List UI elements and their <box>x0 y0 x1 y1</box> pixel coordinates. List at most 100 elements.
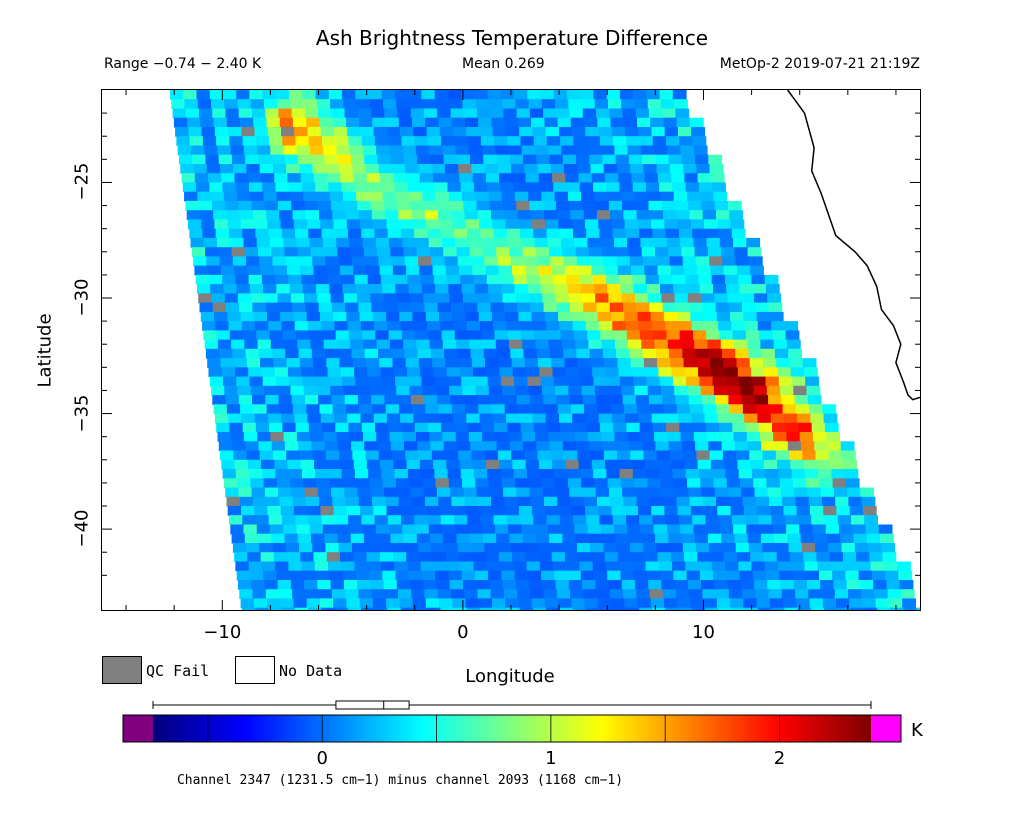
colorbar-gradient-step <box>807 715 812 742</box>
data-pixel <box>182 182 197 193</box>
data-pixel <box>278 200 292 211</box>
data-pixel <box>606 469 621 479</box>
data-pixel <box>441 330 456 341</box>
data-pixel <box>291 108 306 119</box>
data-pixel <box>389 145 404 156</box>
data-pixel <box>456 339 470 350</box>
data-pixel <box>562 154 577 165</box>
data-pixel <box>297 247 312 257</box>
colorbar-border <box>122 714 902 743</box>
data-pixel <box>293 219 308 230</box>
data-pixel <box>537 450 552 461</box>
data-pixel <box>307 413 322 424</box>
colorbar-gradient-step <box>727 715 732 742</box>
data-pixel <box>451 117 466 128</box>
data-pixel <box>695 154 709 165</box>
data-pixel <box>825 524 840 535</box>
colorbar-gradient-step <box>735 715 740 742</box>
data-pixel <box>586 136 601 146</box>
data-pixel <box>619 274 633 285</box>
data-pixel <box>462 99 477 109</box>
data-pixel <box>677 219 692 230</box>
data-pixel <box>657 265 672 276</box>
data-pixel <box>461 570 476 581</box>
data-pixel <box>214 219 229 230</box>
data-pixel <box>501 570 516 581</box>
data-pixel <box>726 284 740 294</box>
data-pixel <box>596 395 610 405</box>
data-pixel <box>599 136 614 146</box>
data-pixel <box>308 515 323 525</box>
data-pixel <box>597 404 612 415</box>
data-pixel <box>713 191 728 202</box>
data-pixel <box>682 543 697 553</box>
data-pixel <box>440 607 455 610</box>
data-pixel <box>523 348 538 359</box>
data-pixel <box>384 589 399 599</box>
data-pixel <box>734 247 749 257</box>
data-pixel <box>538 358 552 368</box>
data-pixel <box>267 506 282 516</box>
data-pixel <box>390 247 405 257</box>
data-pixel <box>786 432 801 442</box>
data-pixel <box>554 191 569 202</box>
data-pixel <box>561 524 575 535</box>
data-pixel <box>611 219 626 230</box>
data-pixel <box>333 506 348 516</box>
data-pixel <box>719 524 734 535</box>
data-pixel <box>351 348 366 359</box>
qc-fail-pixel <box>661 293 676 304</box>
data-pixel <box>673 570 688 581</box>
data-pixel <box>404 441 418 452</box>
data-pixel <box>342 191 357 202</box>
data-pixel <box>751 469 766 479</box>
data-pixel <box>401 228 415 239</box>
data-pixel <box>327 173 341 183</box>
data-pixel <box>237 191 251 202</box>
data-pixel <box>283 237 297 248</box>
data-pixel <box>570 302 584 313</box>
data-pixel <box>732 330 747 341</box>
data-pixel <box>512 552 526 562</box>
data-pixel <box>491 311 506 322</box>
data-pixel <box>577 450 592 461</box>
data-pixel <box>292 210 307 220</box>
data-pixel <box>656 164 671 174</box>
data-pixel <box>578 459 593 470</box>
data-pixel <box>413 321 428 331</box>
data-pixel <box>346 506 361 516</box>
data-pixel <box>533 228 548 239</box>
data-pixel <box>253 598 268 609</box>
data-pixel <box>694 247 709 257</box>
data-pixel <box>404 256 419 267</box>
data-pixel <box>836 506 851 516</box>
data-pixel <box>199 210 214 220</box>
data-pixel <box>579 274 594 285</box>
data-pixel <box>652 607 666 610</box>
data-pixel <box>837 515 852 525</box>
data-pixel <box>581 99 596 109</box>
data-pixel <box>343 293 358 304</box>
data-pixel <box>573 136 588 146</box>
data-pixel <box>491 496 505 507</box>
data-pixel <box>361 515 376 525</box>
data-pixel <box>564 358 579 368</box>
data-pixel <box>804 561 819 572</box>
data-pixel <box>412 219 427 230</box>
data-pixel <box>677 311 691 322</box>
data-pixel <box>242 228 256 239</box>
data-pixel <box>869 552 884 562</box>
data-pixel <box>224 99 238 109</box>
data-pixel <box>411 496 426 507</box>
data-pixel <box>406 265 420 276</box>
data-pixel <box>346 219 361 230</box>
mean-readout: Mean 0.269 <box>462 56 545 72</box>
data-pixel <box>768 302 783 313</box>
data-pixel <box>327 459 341 470</box>
data-pixel <box>230 237 244 248</box>
y-tick-label: −25 <box>71 162 93 201</box>
data-pixel <box>713 385 728 396</box>
data-pixel <box>296 432 311 442</box>
data-pixel <box>658 459 672 470</box>
data-pixel <box>605 173 619 183</box>
